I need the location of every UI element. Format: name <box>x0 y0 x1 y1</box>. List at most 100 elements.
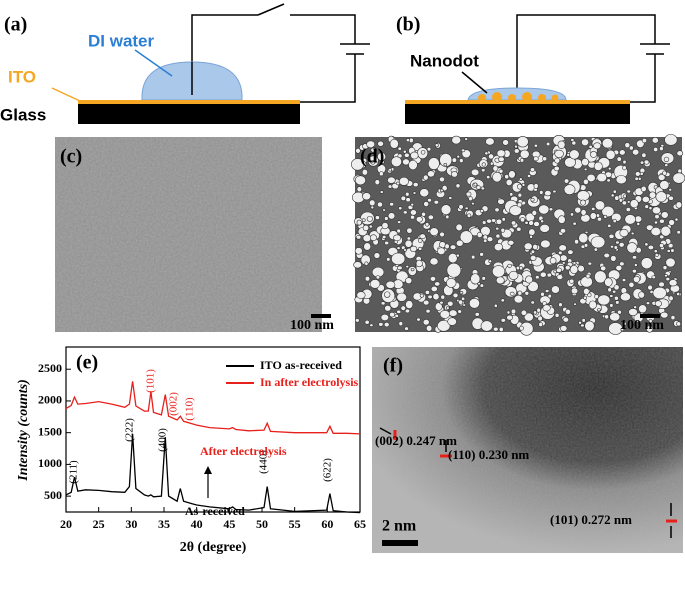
nanodot <box>533 143 538 148</box>
nanodot <box>444 243 450 250</box>
nanodot <box>448 309 458 317</box>
nanodot <box>520 217 526 223</box>
nanodot <box>621 278 627 282</box>
nanodot <box>446 262 462 278</box>
nanodot <box>547 293 552 299</box>
nanodot <box>425 309 431 314</box>
nanodot <box>457 309 462 314</box>
nanodot <box>361 218 366 222</box>
arrow-head <box>204 466 212 474</box>
nanodot <box>581 157 590 167</box>
nanodot <box>479 209 484 213</box>
nanodot <box>452 292 459 299</box>
nanodot <box>516 202 523 208</box>
nanodot <box>527 174 532 178</box>
nanodot <box>628 308 638 316</box>
nanodot <box>619 261 625 267</box>
nanodot <box>398 176 410 186</box>
nanodot <box>497 198 505 205</box>
nanodot <box>535 275 540 280</box>
nanodot <box>596 172 607 183</box>
nanodot <box>465 191 472 197</box>
nanodot <box>474 312 480 317</box>
nanodot <box>600 265 607 272</box>
nanodot <box>405 300 414 309</box>
nanodot <box>662 265 668 270</box>
nanodot <box>493 243 503 252</box>
nanodot <box>528 220 534 226</box>
nanodot <box>529 234 533 239</box>
nanodot <box>639 160 645 165</box>
arrow <box>379 427 392 435</box>
nanodot <box>419 293 424 298</box>
nanodot <box>580 209 587 216</box>
nanodot <box>415 259 423 268</box>
nanodot <box>638 291 645 299</box>
nanodot <box>584 320 595 332</box>
nanodot <box>632 275 641 283</box>
nanodot <box>528 228 536 236</box>
nanodot <box>574 206 582 214</box>
nanodot <box>617 309 622 315</box>
nanodot <box>588 300 597 310</box>
nanodot <box>493 326 499 332</box>
nanodot <box>626 242 638 254</box>
nanodot <box>549 257 557 265</box>
nanodot <box>369 199 376 207</box>
panel-f: (f) (002) 0.247 nm (110) 0.230 nm (101) … <box>372 347 683 553</box>
nanodot <box>498 168 504 174</box>
nanodot <box>637 176 642 181</box>
nanodot <box>594 270 607 284</box>
panel-label: (c) <box>60 146 82 168</box>
nanodot <box>455 183 461 189</box>
nanodot <box>451 157 457 163</box>
nanodot <box>439 310 451 319</box>
nanodot <box>517 183 523 190</box>
nanodot <box>668 279 678 287</box>
series-line <box>65 433 361 514</box>
nanodot <box>556 274 564 280</box>
nanodot <box>610 255 617 262</box>
nanodot <box>615 300 620 305</box>
nanodot <box>607 287 612 293</box>
nanodot <box>500 318 506 323</box>
legend-label: In after electrolysis <box>260 375 359 389</box>
nanodot <box>622 194 627 199</box>
nanodot <box>434 302 443 311</box>
annotation: As-received <box>185 504 245 518</box>
nanodot <box>540 291 545 297</box>
wire <box>630 54 656 103</box>
nanodot <box>644 204 649 209</box>
nanodot <box>606 178 611 183</box>
nanodot <box>462 303 467 307</box>
y-tick-label: 500 <box>44 488 62 502</box>
nanodot <box>562 316 569 323</box>
nanodot <box>525 275 533 284</box>
annotation: (211) <box>68 460 80 484</box>
nanodot <box>400 195 407 201</box>
nanodot <box>553 165 560 172</box>
x-tick-label: 65 <box>354 517 366 531</box>
nanodot <box>433 200 439 205</box>
nanodot <box>447 317 457 326</box>
nanodot <box>668 195 674 201</box>
nanodot <box>406 227 413 234</box>
nanodot <box>507 263 512 268</box>
nanodot <box>459 230 473 244</box>
nanodot <box>439 188 444 193</box>
nanodot <box>659 218 665 224</box>
nanodot <box>641 152 647 158</box>
nanodot <box>380 313 390 321</box>
nanodot <box>648 206 653 211</box>
nanodot <box>486 236 494 243</box>
nanodot <box>533 183 539 189</box>
nanodot <box>610 193 615 198</box>
nanodot <box>652 286 667 299</box>
nanodot <box>572 261 577 265</box>
nanodot <box>456 154 461 159</box>
nanodot <box>495 226 500 231</box>
nanodot <box>665 257 676 268</box>
nanodot <box>603 214 608 219</box>
nanodot <box>621 200 627 206</box>
nanodot <box>424 290 430 295</box>
